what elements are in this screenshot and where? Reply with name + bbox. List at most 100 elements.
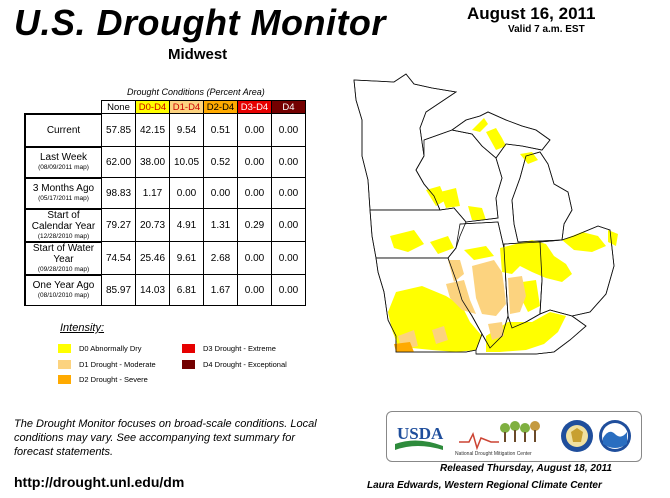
map-date: August 16, 2011 <box>467 4 596 23</box>
row-label: Last Week (08/09/2011 map) <box>24 145 102 178</box>
col-header-d0-d4: D0-D4 <box>135 100 170 114</box>
table-cell: 85.97 <box>101 274 136 306</box>
legend-item-d1: D1 Drought - Moderate <box>58 360 156 369</box>
table-cell: 4.91 <box>169 208 204 242</box>
table-row: Start of Calendar Year (12/28/2010 map) 7… <box>24 207 306 242</box>
disclaimer-note: The Drought Monitor focuses on broad-sca… <box>14 418 317 458</box>
table-cell: 38.00 <box>135 146 170 178</box>
legend-item-d3: D3 Drought - Extreme <box>182 344 276 353</box>
legend-swatch-d1 <box>58 360 71 369</box>
table-row: One Year Ago (08/10/2010 map) 85.97 14.03… <box>24 273 306 306</box>
region-name: Midwest <box>168 46 228 63</box>
table-cell: 9.61 <box>169 241 204 275</box>
table-cell: 0.52 <box>203 146 238 178</box>
row-label: One Year Ago (08/10/2010 map) <box>24 273 102 306</box>
state-iowa <box>369 207 467 259</box>
row-sub: (08/10/2010 map) <box>37 292 90 300</box>
table-cell: 0.00 <box>271 177 306 209</box>
table-row: Last Week (08/09/2011 map) 62.00 38.00 10… <box>24 145 306 178</box>
table-cell: 98.83 <box>101 177 136 209</box>
midwest-drought-map <box>353 73 618 355</box>
table-cell: 0.00 <box>271 146 306 178</box>
table-cell: 79.27 <box>101 208 136 242</box>
table-cell: 6.81 <box>169 274 204 306</box>
row-title: One Year Ago <box>32 280 95 292</box>
row-label: Current <box>24 112 102 147</box>
ndmc-logo: National Drought Mitigation Center <box>455 421 540 457</box>
table-caption: Drought Conditions (Percent Area) <box>127 87 265 97</box>
table-cell: 74.54 <box>101 241 136 275</box>
col-header-d2-d4: D2-D4 <box>203 100 238 114</box>
legend-label: D0 Abnormally Dry <box>79 344 142 353</box>
table-cell: 0.00 <box>237 241 272 275</box>
website-link[interactable]: http://drought.unl.edu/dm <box>14 474 185 490</box>
table-cell: 20.73 <box>135 208 170 242</box>
row-title: Last Week <box>39 152 88 163</box>
author-credit: Laura Edwards, Western Regional Climate … <box>367 480 602 491</box>
legend-label: D1 Drought - Moderate <box>79 360 156 369</box>
legend-swatch-d0 <box>58 344 71 353</box>
legend-item-d4: D4 Drought - Exceptional <box>182 360 287 369</box>
table-cell: 0.00 <box>271 208 306 242</box>
table-cell: 0.00 <box>237 274 272 306</box>
table-cell: 1.17 <box>135 177 170 209</box>
row-label: 3 Months Ago (05/17/2011 map) <box>24 176 102 209</box>
table-cell: 10.05 <box>169 146 204 178</box>
legend-swatch-d4 <box>182 360 195 369</box>
table-corner <box>25 101 102 114</box>
page-title: U.S. Drought Monitor <box>14 2 386 43</box>
table-cell: 1.67 <box>203 274 238 306</box>
legend-label: D3 Drought - Extreme <box>203 344 276 353</box>
row-label: Start of Water Year (09/28/2010 map) <box>24 240 102 275</box>
row-sub: (09/28/2010 map) <box>37 265 90 273</box>
usda-logo-text: USDA <box>397 424 444 443</box>
table-cell: 0.00 <box>169 177 204 209</box>
table-cell: 0.00 <box>271 113 306 147</box>
table-row: Start of Water Year (09/28/2010 map) 74.5… <box>24 240 306 275</box>
table-row: Current 57.85 42.15 9.54 0.51 0.00 0.00 <box>24 112 306 147</box>
legend-label: D4 Drought - Exceptional <box>203 360 287 369</box>
table-cell: 0.29 <box>237 208 272 242</box>
usda-logo: USDA <box>395 424 444 450</box>
table-cell: 2.68 <box>203 241 238 275</box>
table-cell: 25.46 <box>135 241 170 275</box>
legend-label: D2 Drought - Severe <box>79 375 148 384</box>
release-date: Released Thursday, August 18, 2011 <box>440 463 612 474</box>
table-cell: 62.00 <box>101 146 136 178</box>
table-cell: 57.85 <box>101 113 136 147</box>
row-title: Current <box>46 124 81 136</box>
legend-swatch-d3 <box>182 344 195 353</box>
table-row: 3 Months Ago (05/17/2011 map) 98.83 1.17 … <box>24 176 306 209</box>
legend-title: Intensity: <box>60 322 105 334</box>
table-cell: 1.31 <box>203 208 238 242</box>
table-cell: 14.03 <box>135 274 170 306</box>
row-title: 3 Months Ago <box>32 183 95 194</box>
table-cell: 0.51 <box>203 113 238 147</box>
state-michigan-lower <box>511 151 573 243</box>
col-header-d3-d4: D3-D4 <box>237 100 272 114</box>
table-cell: 0.00 <box>271 241 306 275</box>
legend-swatch-d2 <box>58 375 71 384</box>
col-header-d4: D4 <box>271 100 306 114</box>
table-cell: 0.00 <box>271 274 306 306</box>
state-borders <box>353 73 615 355</box>
valid-time: Valid 7 a.m. EST <box>508 24 585 35</box>
row-label: Start of Calendar Year (12/28/2010 map) <box>24 207 102 242</box>
commerce-seal-icon <box>561 420 593 452</box>
table-cell: 0.00 <box>237 146 272 178</box>
row-title: Start of Calendar Year <box>31 209 96 232</box>
table-cell: 0.00 <box>203 177 238 209</box>
partner-logos: USDA National Drought Mitigation Center <box>386 411 642 462</box>
col-header-d1-d4: D1-D4 <box>169 100 204 114</box>
table-cell: 42.15 <box>135 113 170 147</box>
table-cell: 0.00 <box>237 113 272 147</box>
row-sub: (08/09/2011 map) <box>38 164 89 171</box>
table-cell: 0.00 <box>237 177 272 209</box>
d2-areas <box>394 342 414 352</box>
ndmc-logo-text: National Drought Mitigation Center <box>455 451 532 457</box>
col-header-none: None <box>101 100 136 114</box>
legend-item-d2: D2 Drought - Severe <box>58 375 148 384</box>
noaa-logo-icon <box>599 420 631 452</box>
drought-conditions-table: None D0-D4 D1-D4 D2-D4 D3-D4 D4 Current … <box>24 100 306 306</box>
legend-item-d0: D0 Abnormally Dry <box>58 344 142 353</box>
